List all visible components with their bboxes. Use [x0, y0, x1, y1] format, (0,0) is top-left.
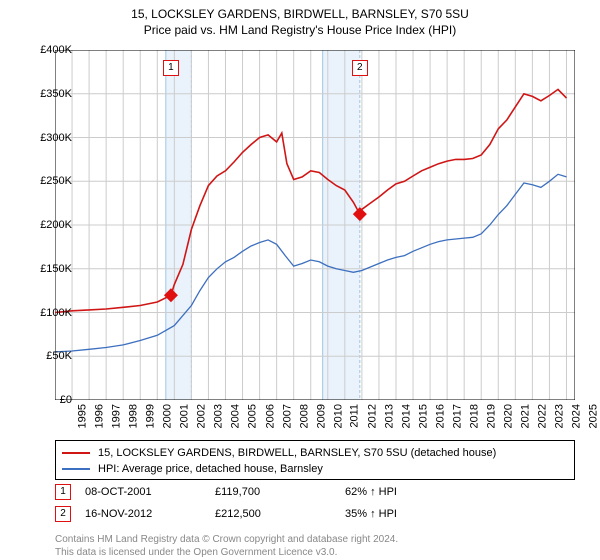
x-tick-label: 2023 [554, 404, 566, 428]
x-tick-label: 2018 [469, 404, 481, 428]
x-tick-label: 2017 [452, 404, 464, 428]
footer-line-2: This data is licensed under the Open Gov… [55, 547, 398, 560]
y-tick-label: £0 [60, 394, 72, 406]
sale-row: 2 16-NOV-2012 £212,500 35% ↑ HPI [55, 506, 575, 522]
y-tick-label: £50K [46, 350, 72, 362]
x-tick-label: 2025 [588, 404, 600, 428]
x-tick-label: 2008 [298, 404, 310, 428]
x-tick-label: 2015 [417, 404, 429, 428]
x-tick-label: 1996 [94, 404, 106, 428]
x-tick-label: 2014 [400, 404, 412, 428]
x-tick-label: 1998 [128, 404, 140, 428]
x-tick-label: 2013 [383, 404, 395, 428]
x-tick-label: 2004 [230, 404, 242, 428]
sale-marker-icon: 1 [55, 484, 71, 500]
x-tick-label: 1997 [111, 404, 123, 428]
x-tick-label: 2022 [537, 404, 549, 428]
sale-delta: 35% ↑ HPI [345, 508, 397, 520]
footer: Contains HM Land Registry data © Crown c… [55, 534, 398, 559]
x-tick-label: 2000 [162, 404, 174, 428]
title-line-1: 15, LOCKSLEY GARDENS, BIRDWELL, BARNSLEY… [0, 6, 600, 22]
y-tick-label: £300K [40, 132, 72, 144]
x-tick-label: 2016 [435, 404, 447, 428]
sale-date: 16-NOV-2012 [85, 508, 215, 520]
chart-title: 15, LOCKSLEY GARDENS, BIRDWELL, BARNSLEY… [0, 0, 600, 38]
y-tick-label: £350K [40, 88, 72, 100]
sale-price: £212,500 [215, 508, 345, 520]
x-tick-label: 2006 [264, 404, 276, 428]
figure: 15, LOCKSLEY GARDENS, BIRDWELL, BARNSLEY… [0, 0, 600, 560]
sale-price: £119,700 [215, 486, 345, 498]
x-tick-label: 2007 [281, 404, 293, 428]
x-tick-label: 1999 [145, 404, 157, 428]
x-tick-label: 2009 [315, 404, 327, 428]
x-tick-label: 2020 [503, 404, 515, 428]
x-tick-label: 2012 [366, 404, 378, 428]
x-tick-label: 2011 [348, 404, 360, 428]
x-tick-label: 2024 [571, 404, 583, 428]
legend: 15, LOCKSLEY GARDENS, BIRDWELL, BARNSLEY… [55, 440, 575, 480]
legend-swatch [62, 468, 90, 470]
footer-line-1: Contains HM Land Registry data © Crown c… [55, 534, 398, 547]
y-tick-label: £200K [40, 219, 72, 231]
legend-item: HPI: Average price, detached house, Barn… [62, 461, 568, 477]
legend-swatch [62, 452, 90, 454]
x-tick-label: 2019 [486, 404, 498, 428]
y-tick-label: £250K [40, 175, 72, 187]
sale-delta: 62% ↑ HPI [345, 486, 397, 498]
x-tick-label: 2002 [196, 404, 208, 428]
y-tick-label: £400K [40, 44, 72, 56]
legend-item: 15, LOCKSLEY GARDENS, BIRDWELL, BARNSLEY… [62, 445, 568, 461]
x-tick-label: 2001 [179, 404, 191, 428]
y-tick-label: £150K [40, 263, 72, 275]
legend-label: 15, LOCKSLEY GARDENS, BIRDWELL, BARNSLEY… [98, 447, 496, 459]
x-tick-label: 2010 [332, 404, 344, 428]
y-tick-label: £100K [40, 307, 72, 319]
sale-marker-icon: 2 [352, 60, 368, 76]
sale-marker-icon: 1 [163, 60, 179, 76]
x-tick-label: 2003 [213, 404, 225, 428]
line-chart [55, 50, 575, 400]
sale-date: 08-OCT-2001 [85, 486, 215, 498]
sale-marker-icon: 2 [55, 506, 71, 522]
x-tick-label: 2005 [247, 404, 259, 428]
title-line-2: Price paid vs. HM Land Registry's House … [0, 22, 600, 38]
sale-row: 1 08-OCT-2001 £119,700 62% ↑ HPI [55, 484, 575, 500]
x-tick-label: 1995 [76, 404, 88, 428]
legend-label: HPI: Average price, detached house, Barn… [98, 463, 323, 475]
chart-area [55, 50, 575, 400]
x-tick-label: 2021 [520, 404, 532, 428]
